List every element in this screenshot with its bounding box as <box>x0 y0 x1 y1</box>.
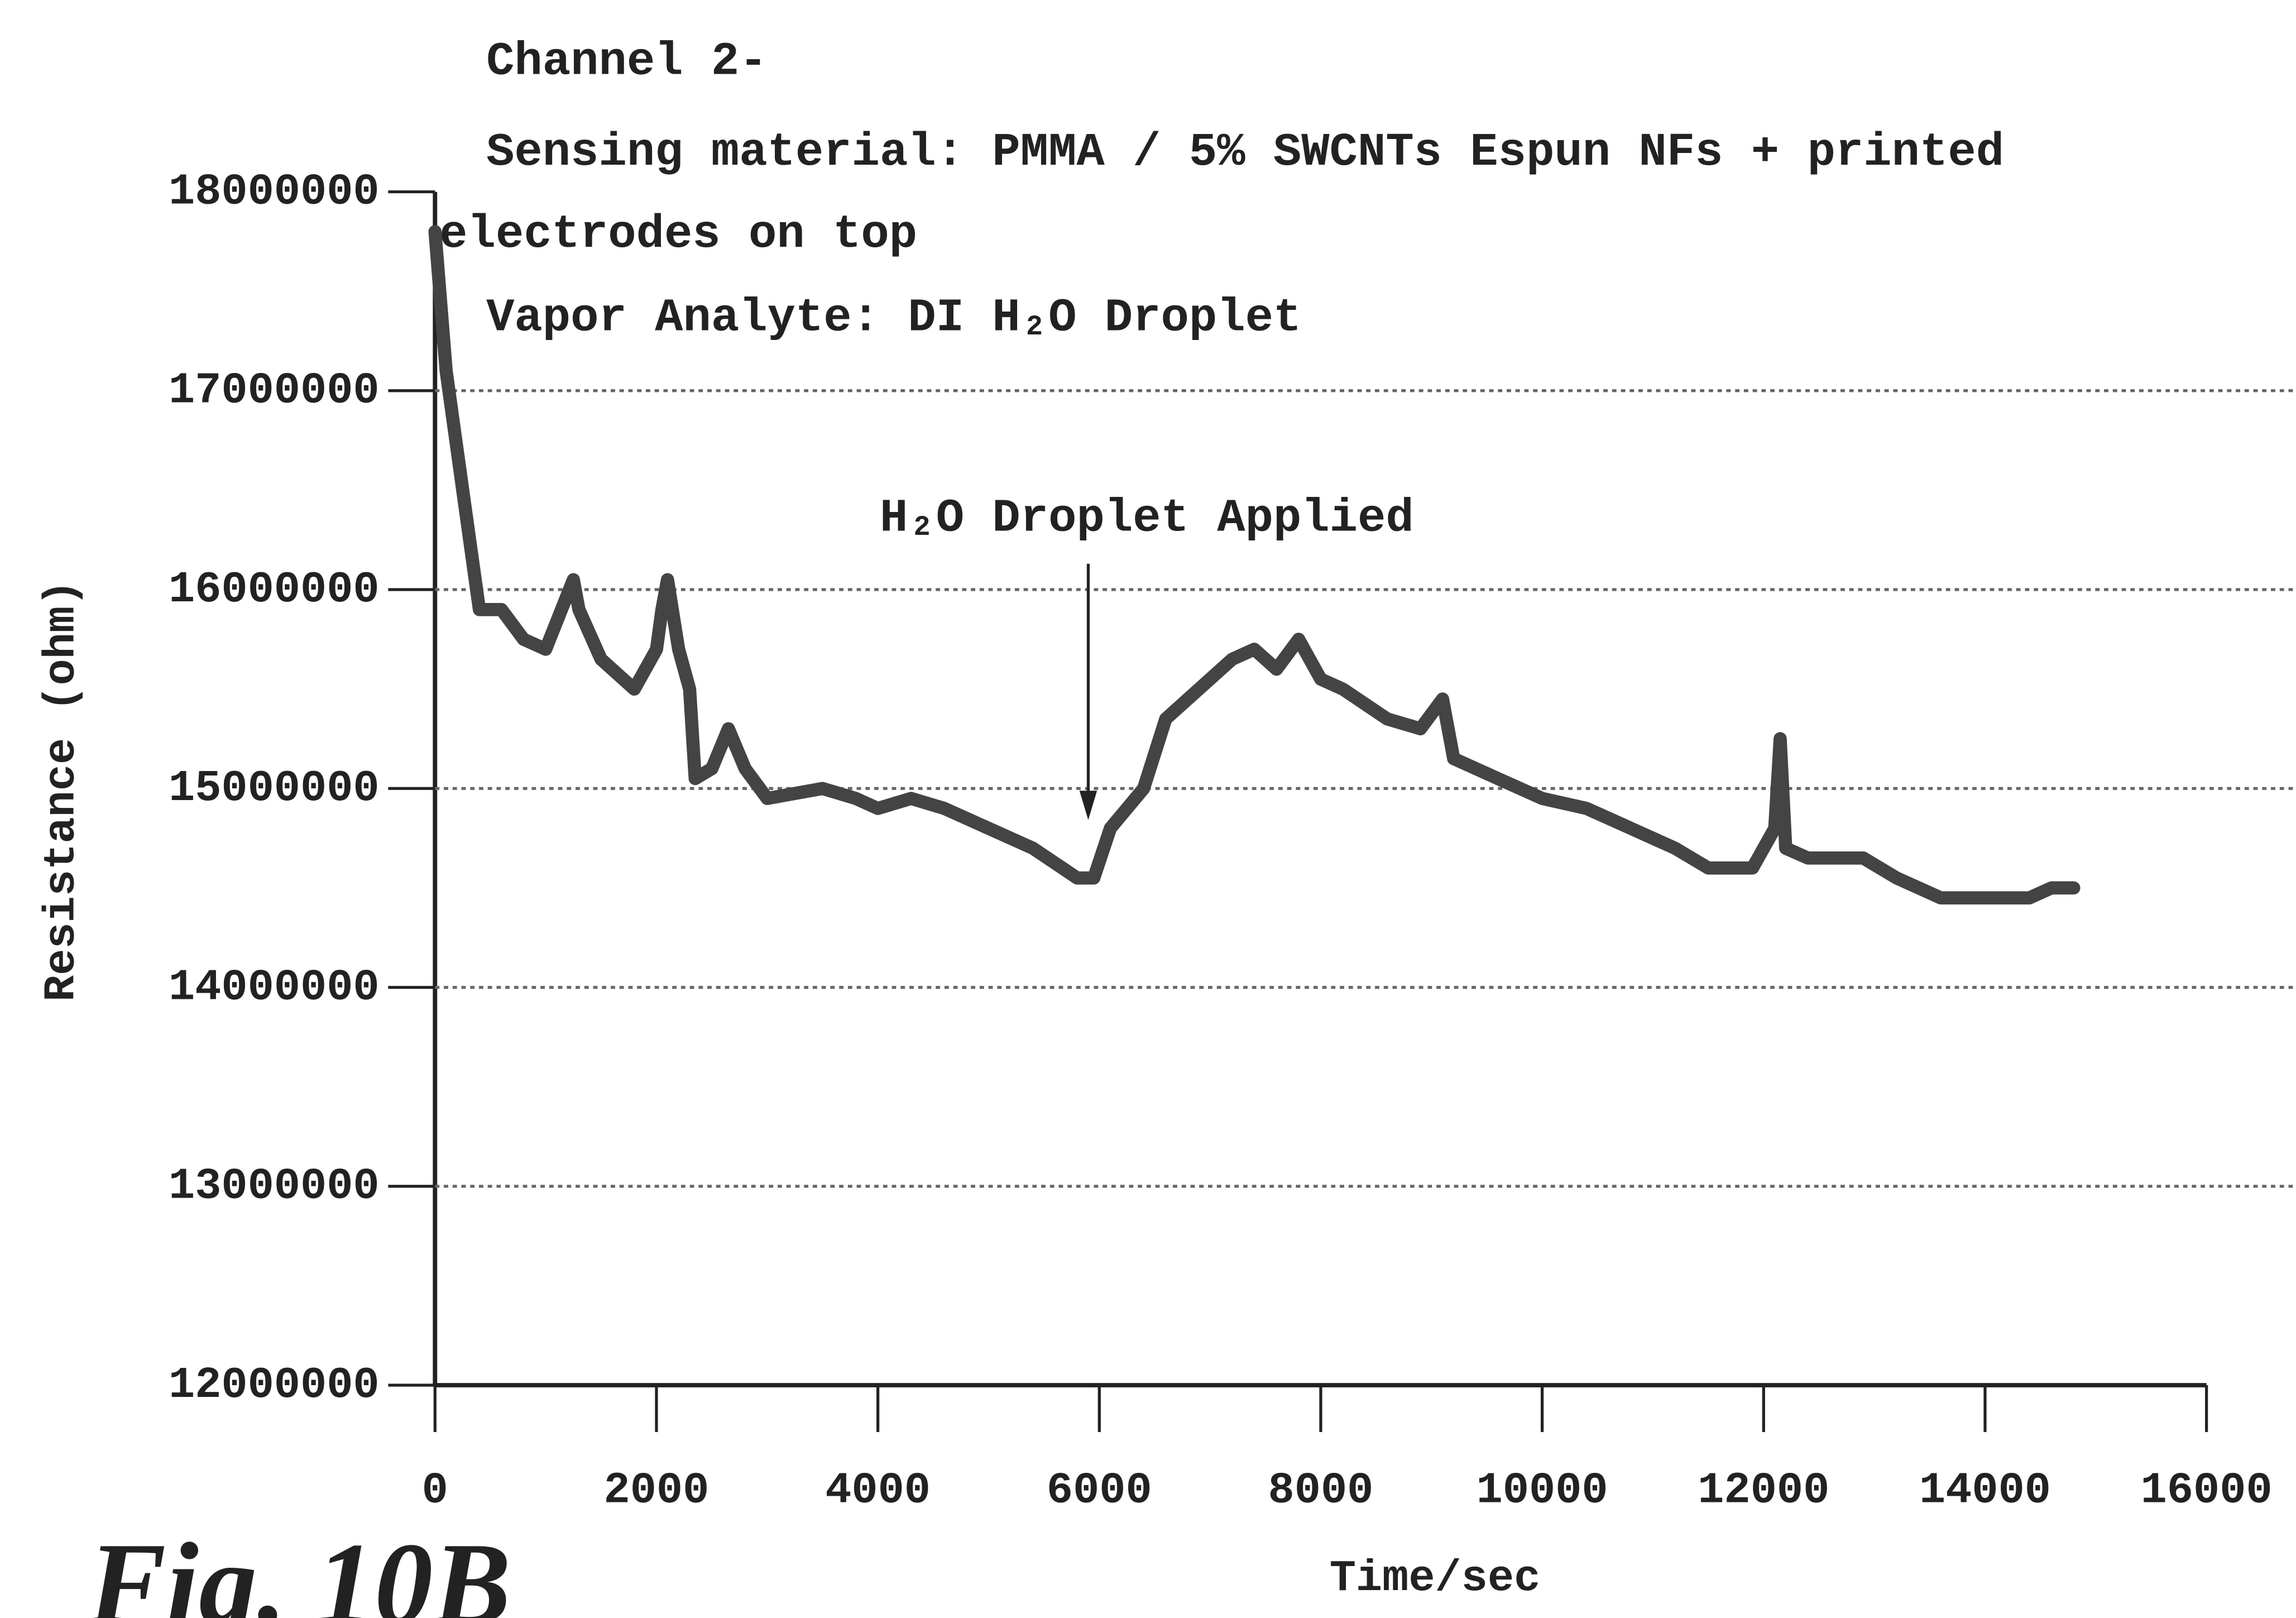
annotation: H₂O Droplet Applied <box>880 492 1414 545</box>
y-tick-label: 15000000 <box>169 764 380 813</box>
x-tick-label: 2000 <box>604 1466 710 1516</box>
y-tick-label: 12000000 <box>169 1361 380 1410</box>
title-line: electrodes on top <box>439 208 917 261</box>
y-tick-label: 13000000 <box>169 1162 380 1212</box>
x-tick-label: 6000 <box>1047 1466 1152 1516</box>
title-line: Sensing material: PMMA / 5% SWCNTs Espun… <box>486 126 2004 179</box>
x-tick-label: 10000 <box>1477 1466 1608 1516</box>
figure-label: Fig. 10B <box>88 1519 511 1618</box>
x-tick-label: 12000 <box>1698 1466 1829 1516</box>
x-tick-label: 16000 <box>2141 1466 2273 1516</box>
annotation-arrowhead <box>1079 791 1097 820</box>
x-tick-label: 8000 <box>1268 1466 1374 1516</box>
title-line: Channel 2- <box>486 35 768 88</box>
y-tick-label: 17000000 <box>169 366 380 416</box>
x-tick-label: 4000 <box>825 1466 931 1516</box>
y-axis-label: Resistance (ohm) <box>37 580 87 1002</box>
x-axis-label: Time/sec <box>1330 1554 1541 1603</box>
x-tick-label: 0 <box>422 1466 448 1516</box>
data-line <box>428 225 2081 904</box>
x-tick-label: 14000 <box>1919 1466 2051 1516</box>
y-tick-label: 16000000 <box>169 565 380 615</box>
title-line: Vapor Analyte: DI H₂O Droplet <box>486 291 1301 344</box>
y-tick-label: 18000000 <box>169 167 380 217</box>
y-tick-label: 14000000 <box>169 963 380 1012</box>
